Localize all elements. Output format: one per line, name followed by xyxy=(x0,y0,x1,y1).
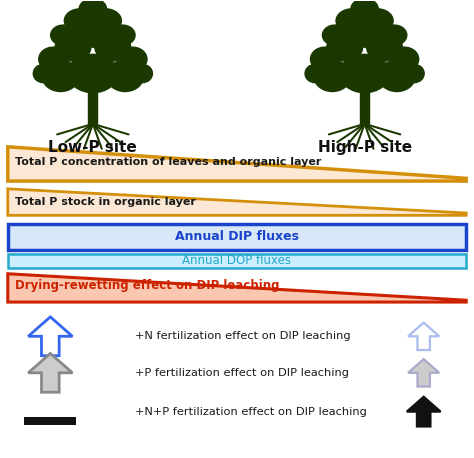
Ellipse shape xyxy=(107,60,144,92)
Text: Drying-rewetting effect on DIP leaching: Drying-rewetting effect on DIP leaching xyxy=(15,278,279,292)
Text: Annual DIP fluxes: Annual DIP fluxes xyxy=(175,230,299,244)
Text: Total P stock in organic layer: Total P stock in organic layer xyxy=(15,197,196,207)
Ellipse shape xyxy=(404,65,424,82)
Polygon shape xyxy=(8,274,466,302)
Ellipse shape xyxy=(79,0,107,19)
Ellipse shape xyxy=(64,9,97,33)
Text: Annual DOP fluxes: Annual DOP fluxes xyxy=(182,255,292,267)
Ellipse shape xyxy=(55,33,91,61)
Polygon shape xyxy=(408,322,439,350)
Text: Total P concentration of leaves and organic layer: Total P concentration of leaves and orga… xyxy=(15,157,321,167)
Polygon shape xyxy=(8,147,466,181)
Polygon shape xyxy=(408,359,439,387)
Text: +N+P fertilization effect on DIP leaching: +N+P fertilization effect on DIP leachin… xyxy=(136,407,367,417)
Ellipse shape xyxy=(378,60,416,92)
Ellipse shape xyxy=(351,0,378,19)
Ellipse shape xyxy=(322,25,347,45)
Bar xyxy=(88,78,97,124)
Text: Low-P site: Low-P site xyxy=(48,140,137,155)
Ellipse shape xyxy=(73,18,112,47)
Polygon shape xyxy=(8,189,466,215)
Ellipse shape xyxy=(51,25,75,45)
Ellipse shape xyxy=(118,47,147,71)
Polygon shape xyxy=(28,354,73,392)
Bar xyxy=(8,254,466,268)
Ellipse shape xyxy=(95,33,130,61)
Text: High-P site: High-P site xyxy=(318,140,411,155)
Ellipse shape xyxy=(390,47,419,71)
Bar xyxy=(360,78,369,124)
Ellipse shape xyxy=(133,65,153,82)
Ellipse shape xyxy=(110,25,135,45)
Bar xyxy=(24,417,76,425)
Ellipse shape xyxy=(336,9,368,33)
Polygon shape xyxy=(407,397,440,426)
Ellipse shape xyxy=(382,25,407,45)
Bar xyxy=(8,224,466,250)
Text: +P fertilization effect on DIP leaching: +P fertilization effect on DIP leaching xyxy=(136,368,349,378)
Ellipse shape xyxy=(314,60,351,92)
Ellipse shape xyxy=(42,60,79,92)
Polygon shape xyxy=(28,317,73,356)
Ellipse shape xyxy=(361,9,393,33)
Ellipse shape xyxy=(366,33,402,61)
Ellipse shape xyxy=(89,9,121,33)
Ellipse shape xyxy=(68,55,118,93)
Text: +N fertilization effect on DIP leaching: +N fertilization effect on DIP leaching xyxy=(136,331,351,341)
Ellipse shape xyxy=(345,18,384,47)
Ellipse shape xyxy=(39,47,68,71)
Ellipse shape xyxy=(340,55,390,93)
Ellipse shape xyxy=(310,47,339,71)
Ellipse shape xyxy=(305,65,325,82)
Ellipse shape xyxy=(33,65,53,82)
Ellipse shape xyxy=(327,33,363,61)
